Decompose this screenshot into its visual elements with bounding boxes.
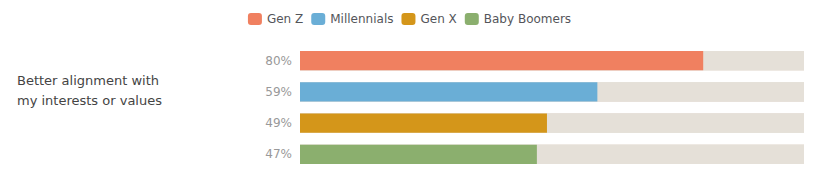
- svg-text:Gen X: Gen X: [420, 12, 456, 26]
- svg-text:Baby Boomers: Baby Boomers: [484, 12, 571, 26]
- svg-text:59%: 59%: [265, 85, 292, 99]
- svg-text:47%: 47%: [265, 147, 292, 161]
- svg-text:Better alignment with: Better alignment with: [17, 73, 159, 88]
- svg-text:my interests or values: my interests or values: [17, 93, 162, 108]
- svg-text:49%: 49%: [265, 116, 292, 130]
- svg-text:80%: 80%: [265, 54, 292, 68]
- svg-text:Gen Z: Gen Z: [267, 12, 303, 26]
- svg-text:Millennials: Millennials: [330, 12, 393, 26]
